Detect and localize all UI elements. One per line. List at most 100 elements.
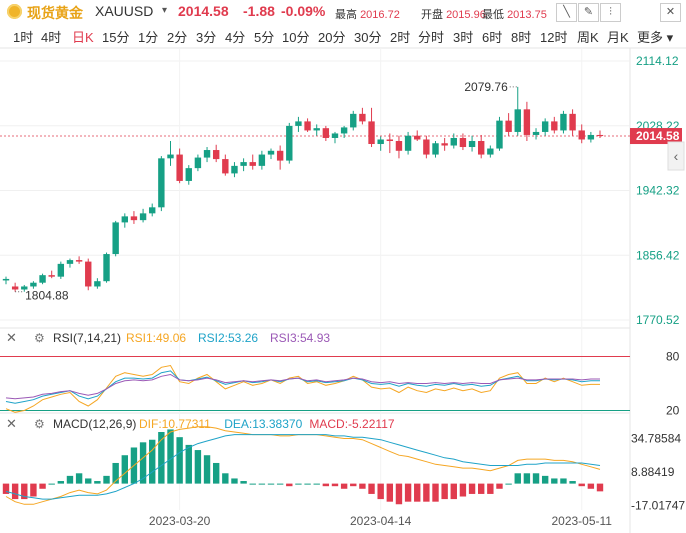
indicator-tool-button[interactable]: ⫶ xyxy=(600,3,621,22)
price-change-percent: -0.09% xyxy=(281,3,326,19)
tab-daily[interactable]: 日K xyxy=(72,30,94,45)
macd-histogram-bar xyxy=(359,483,366,489)
candle-body xyxy=(139,213,147,221)
macd-histogram-bar xyxy=(414,483,421,502)
tab-5m[interactable]: 5分 xyxy=(254,30,275,45)
chevron-down-icon: ▾ xyxy=(666,30,674,45)
macd-histogram-bar xyxy=(377,483,384,500)
instrument-symbol[interactable]: XAUUSD xyxy=(95,3,154,19)
tab-10m[interactable]: 10分 xyxy=(282,30,310,45)
tab-15m[interactable]: 15分 xyxy=(102,30,130,45)
macd-histogram-bar xyxy=(112,462,119,484)
date-tick-label: 2023-04-14 xyxy=(350,514,412,528)
candle-body xyxy=(231,165,238,174)
candle-body xyxy=(30,282,37,287)
candle-body xyxy=(286,125,293,161)
gold-coin-icon xyxy=(7,4,22,19)
macd-histogram-bar xyxy=(139,442,147,484)
high-label: 最高 xyxy=(335,9,357,21)
candle-body xyxy=(39,275,46,283)
rsi-legend-item: RSI1:49.06 xyxy=(126,331,186,345)
draw-tool-button[interactable]: ✎ xyxy=(578,3,599,22)
candle-body xyxy=(149,207,156,214)
macd-histogram-bar xyxy=(167,429,174,484)
macd-histogram-bar xyxy=(304,483,311,485)
tab-8h[interactable]: 8时 xyxy=(511,30,532,45)
candle-body xyxy=(112,222,119,255)
macd-histogram-bar xyxy=(295,483,302,485)
macd-histogram-bar xyxy=(596,483,604,492)
tab-30m[interactable]: 30分 xyxy=(354,30,382,45)
tab-2m[interactable]: 2分 xyxy=(167,30,188,45)
tab-monthly[interactable]: 月K xyxy=(607,30,629,45)
tab-more-label: 更多 xyxy=(637,30,664,45)
tab-4m[interactable]: 4分 xyxy=(225,30,246,45)
price-tick-label: 1770.52 xyxy=(636,313,680,327)
chevron-down-icon[interactable]: ▾ xyxy=(162,5,168,16)
instrument-name: 现货黄金 xyxy=(27,5,83,21)
grid-lines xyxy=(0,48,630,510)
macd-histogram-bar xyxy=(231,478,238,484)
candle-body xyxy=(176,154,183,181)
tab-3m[interactable]: 3分 xyxy=(196,30,217,45)
macd-histogram-bar xyxy=(203,455,211,484)
candle-body xyxy=(578,130,585,140)
candle-body xyxy=(258,154,266,166)
macd-histogram-bar xyxy=(578,483,585,487)
tab-6h[interactable]: 6时 xyxy=(482,30,503,45)
macd-histogram-bar xyxy=(94,481,101,484)
macd-histogram-bar xyxy=(158,432,165,484)
tab-timeshare[interactable]: 分时 xyxy=(418,30,445,45)
price-change: -1.88 xyxy=(243,3,275,19)
tab-12h[interactable]: 12时 xyxy=(540,30,568,45)
tab-1m[interactable]: 1分 xyxy=(138,30,159,45)
macd-histogram-bar xyxy=(478,483,485,494)
macd-histogram-bar xyxy=(395,483,403,505)
trendline-tool-button[interactable]: ╲ xyxy=(556,3,577,22)
macd-histogram-bar xyxy=(423,483,430,502)
close-icon: ✕ xyxy=(6,416,17,431)
macd-histogram-bar xyxy=(176,437,183,484)
tab-2h[interactable]: 2时 xyxy=(390,30,411,45)
rsi-title: RSI(7,14,21) xyxy=(53,331,121,345)
candle-body xyxy=(450,137,457,146)
macd-histogram-bar xyxy=(121,455,128,484)
candle-body xyxy=(596,134,604,137)
low-stat: 最低 2013.75 xyxy=(482,6,547,22)
tab-4h[interactable]: 4时 xyxy=(41,30,62,45)
rsi-line-rsi2 xyxy=(5,370,600,404)
candle-body xyxy=(505,120,512,132)
close-button[interactable]: ✕ xyxy=(660,3,681,22)
macd-histogram-bar xyxy=(286,483,293,487)
macd-panel: ✕ ⚙ MACD(12,26,9) DIF:10.77311 DEA:13.38370 M… xyxy=(2,416,685,513)
macd-histogram-bar xyxy=(39,483,46,489)
tab-1h[interactable]: 1时 xyxy=(13,30,34,45)
date-tick-label: 2023-03-20 xyxy=(149,514,211,528)
candle-body xyxy=(551,121,558,131)
open-stat: 开盘 2015.96 xyxy=(421,6,486,22)
candle-body xyxy=(587,134,595,140)
macd-histogram-bar xyxy=(48,483,55,485)
candle-body xyxy=(194,157,202,169)
macd-histogram-bar xyxy=(30,483,37,497)
low-label: 最低 xyxy=(482,9,504,21)
macd-histogram-bar xyxy=(496,483,503,489)
tab-3h[interactable]: 3时 xyxy=(453,30,474,45)
collapse-panel-button[interactable]: ‹ xyxy=(667,141,685,171)
macd-histogram-bar xyxy=(258,483,266,485)
macd-histogram-bar xyxy=(505,483,512,485)
tab-more[interactable]: 更多 ▾ xyxy=(637,27,673,46)
candle-body xyxy=(432,143,439,155)
quote-header: 现货黄金 XAUUSD ▾ 2014.58 -1.88 -0.09% 最高 20… xyxy=(0,0,686,24)
candle-body xyxy=(75,260,83,262)
candle-body xyxy=(541,121,549,132)
price-tick-label: 1942.32 xyxy=(636,184,680,198)
tab-20m[interactable]: 20分 xyxy=(318,30,346,45)
candle-body xyxy=(167,154,174,159)
candle-body xyxy=(304,121,311,131)
tab-weekly[interactable]: 周K xyxy=(577,30,599,45)
candle-body xyxy=(2,278,10,281)
candle-body xyxy=(368,121,375,145)
macd-histogram-bar xyxy=(487,483,494,494)
